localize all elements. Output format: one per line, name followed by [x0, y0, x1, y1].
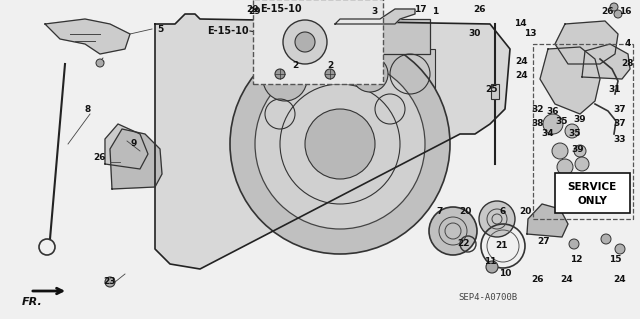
Circle shape: [479, 201, 515, 237]
Text: 24: 24: [614, 275, 627, 284]
Text: 26: 26: [531, 275, 543, 284]
Text: 1: 1: [432, 6, 438, 16]
Circle shape: [574, 145, 586, 157]
Text: 32: 32: [532, 105, 544, 114]
Circle shape: [325, 69, 335, 79]
Text: 35: 35: [556, 116, 568, 125]
Bar: [265, 19, 430, 54]
Polygon shape: [155, 14, 510, 269]
Text: 20: 20: [519, 206, 531, 216]
Text: 16: 16: [619, 6, 631, 16]
Text: SERVICE: SERVICE: [568, 182, 616, 192]
Circle shape: [557, 159, 573, 175]
Text: 17: 17: [413, 4, 426, 13]
Text: 4: 4: [625, 39, 631, 48]
Text: 33: 33: [614, 135, 627, 144]
Text: 39: 39: [573, 115, 586, 123]
FancyBboxPatch shape: [555, 173, 630, 213]
Text: 25: 25: [486, 85, 499, 93]
Text: FR.: FR.: [22, 297, 43, 307]
Text: 24: 24: [561, 275, 573, 284]
Text: 10: 10: [499, 270, 511, 278]
Circle shape: [305, 109, 375, 179]
Circle shape: [569, 239, 579, 249]
Polygon shape: [540, 47, 600, 114]
Text: 26: 26: [474, 4, 486, 13]
Bar: [255, 49, 435, 144]
Text: 22: 22: [458, 240, 470, 249]
Text: 26: 26: [602, 6, 614, 16]
Text: 31: 31: [609, 85, 621, 93]
Text: 14: 14: [514, 19, 526, 28]
Text: 23: 23: [104, 278, 116, 286]
Text: 29: 29: [246, 4, 259, 13]
Circle shape: [615, 244, 625, 254]
Text: 39: 39: [572, 145, 584, 153]
Circle shape: [283, 20, 327, 64]
Text: ONLY: ONLY: [577, 196, 607, 206]
Bar: [253, 0, 383, 84]
Text: 24: 24: [516, 56, 528, 65]
Text: 8: 8: [85, 105, 91, 114]
Text: 5: 5: [157, 25, 163, 33]
Circle shape: [575, 157, 589, 171]
Text: 9: 9: [131, 139, 137, 149]
Circle shape: [96, 59, 104, 67]
Text: E-15-10: E-15-10: [260, 4, 301, 14]
Text: 21: 21: [496, 241, 508, 250]
Text: 13: 13: [524, 29, 536, 39]
Polygon shape: [555, 21, 618, 64]
Text: 34: 34: [541, 130, 554, 138]
Circle shape: [486, 261, 498, 273]
Text: 11: 11: [484, 257, 496, 266]
Text: 3: 3: [372, 6, 378, 16]
Polygon shape: [110, 129, 162, 189]
Polygon shape: [527, 204, 568, 237]
Text: 37: 37: [614, 105, 627, 114]
Polygon shape: [335, 9, 415, 24]
Text: 12: 12: [570, 255, 582, 263]
Text: 15: 15: [609, 255, 621, 263]
Circle shape: [263, 57, 307, 101]
Text: 28: 28: [621, 60, 634, 69]
Text: 37: 37: [614, 120, 627, 129]
Circle shape: [275, 69, 285, 79]
Text: 2: 2: [327, 62, 333, 70]
Text: 7: 7: [437, 206, 443, 216]
Text: 29: 29: [249, 6, 261, 16]
Bar: [491, 84, 499, 99]
Text: 2: 2: [292, 62, 298, 70]
Circle shape: [601, 234, 611, 244]
Text: 35: 35: [569, 130, 581, 138]
Polygon shape: [45, 19, 130, 54]
Text: SEP4-A0700B: SEP4-A0700B: [458, 293, 518, 301]
Bar: [533, 44, 633, 219]
Text: 20: 20: [459, 206, 471, 216]
Circle shape: [323, 47, 347, 71]
Text: 26: 26: [93, 152, 106, 161]
Text: 6: 6: [500, 206, 506, 216]
Circle shape: [543, 114, 563, 134]
Polygon shape: [105, 124, 148, 169]
Circle shape: [295, 32, 315, 52]
Polygon shape: [582, 44, 630, 79]
Circle shape: [552, 143, 568, 159]
Circle shape: [565, 124, 579, 138]
Circle shape: [255, 59, 425, 229]
Circle shape: [105, 277, 115, 287]
Circle shape: [230, 34, 450, 254]
Text: E-15-10: E-15-10: [207, 26, 248, 36]
Text: 24: 24: [516, 71, 528, 80]
Text: 38: 38: [532, 120, 544, 129]
Text: 36: 36: [547, 108, 559, 116]
Circle shape: [352, 56, 388, 92]
Text: 27: 27: [538, 236, 550, 246]
Circle shape: [614, 10, 622, 18]
Text: 30: 30: [469, 29, 481, 39]
Circle shape: [429, 207, 477, 255]
Circle shape: [610, 3, 618, 11]
